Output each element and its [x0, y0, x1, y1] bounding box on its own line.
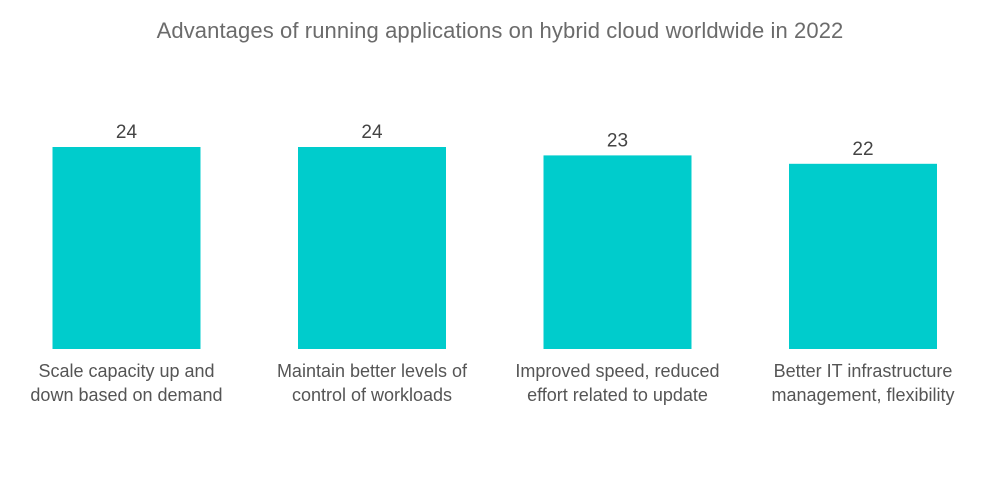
category-label-line: down based on demand [30, 385, 223, 405]
category-label-line: Maintain better levels of [276, 361, 468, 381]
category-label-line: Better IT infrastructure [773, 361, 953, 381]
category-label-4: Better IT infrastructure management, flex… [743, 359, 983, 407]
data-label-3: 23 [607, 130, 628, 151]
data-label-1: 24 [116, 122, 138, 143]
category-label-line: Improved speed, reduced [515, 361, 720, 381]
category-label-1: Scale capacity up and down based on deman… [7, 359, 247, 407]
data-label-4: 22 [852, 139, 873, 160]
category-label-line: control of workloads [291, 385, 453, 405]
category-label-line: effort related to update [527, 385, 708, 405]
bar-4 [789, 163, 937, 349]
chart-title: Advantages of running applications on hy… [156, 18, 844, 43]
category-label-3: Improved speed, reduced effort related to… [498, 359, 738, 407]
category-label-2: Maintain better levels of control of work… [252, 359, 492, 407]
category-label-line: Scale capacity up and [38, 361, 215, 381]
bar-3 [543, 155, 692, 349]
category-label-line: management, flexibility [771, 385, 955, 405]
data-label-2: 24 [361, 122, 383, 143]
bar-2 [298, 147, 446, 349]
bar-1 [52, 147, 201, 349]
